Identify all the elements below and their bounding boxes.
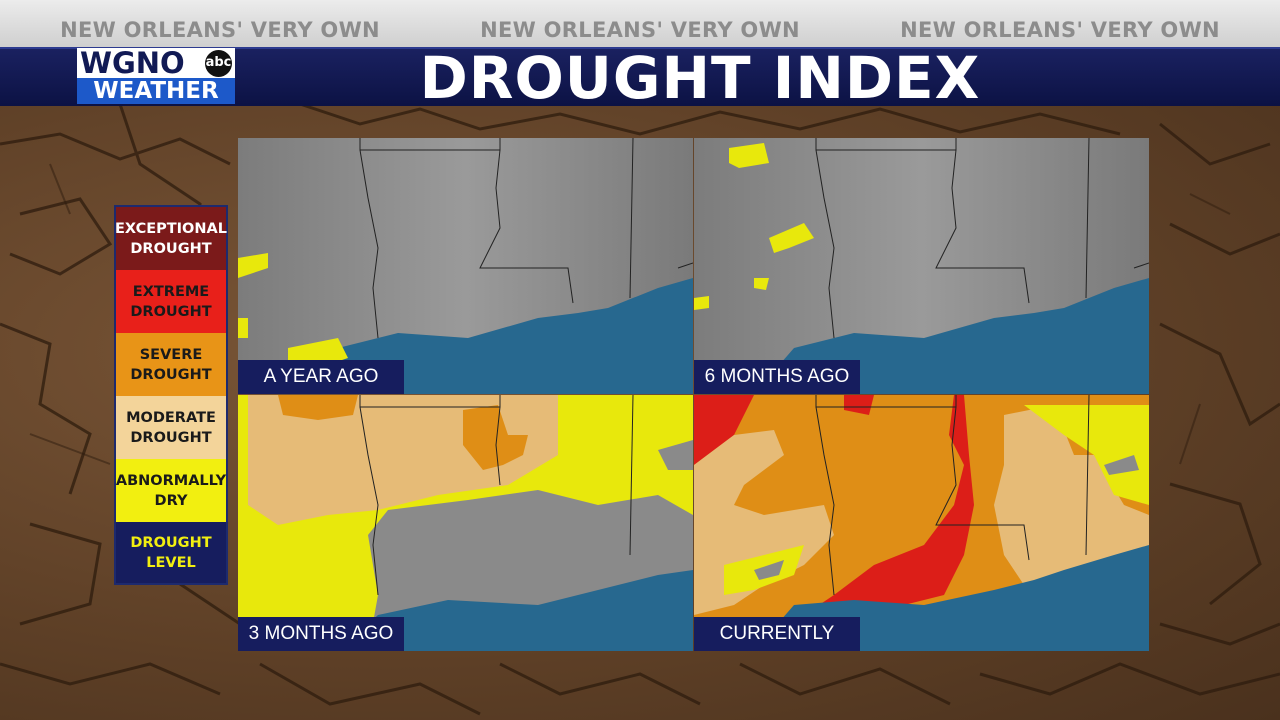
network-logo-icon: abc (205, 50, 232, 77)
legend-item-extreme: EXTREME DROUGHT (116, 270, 226, 333)
map-panel-6-months-ago: 6 MONTHS AGO (694, 138, 1149, 394)
map-panel-year-ago: A YEAR AGO (238, 138, 693, 394)
legend-label: EXCEPTIONAL (115, 220, 227, 237)
logo-subtitle: WEATHER (77, 78, 235, 104)
tagline: NEW ORLEANS' VERY OWN (60, 18, 380, 42)
legend-label: DROUGHT (130, 240, 212, 257)
legend-label: ABNORMALLY (115, 472, 227, 489)
legend-label: DROUGHT (130, 534, 212, 551)
legend-item-drought-level: DROUGHT LEVEL (116, 522, 226, 583)
tagline: NEW ORLEANS' VERY OWN (900, 18, 1220, 42)
panel-label: CURRENTLY (694, 617, 860, 651)
legend-label: DROUGHT (130, 429, 212, 446)
legend-label: LEVEL (146, 554, 196, 571)
legend-item-moderate: MODERATE DROUGHT (116, 396, 226, 459)
panel-label: 6 MONTHS AGO (694, 360, 860, 394)
page-title: DROUGHT INDEX (419, 44, 981, 112)
tagline: NEW ORLEANS' VERY OWN (480, 18, 800, 42)
legend-label: DROUGHT (130, 303, 212, 320)
tagline-strip: NEW ORLEANS' VERY OWN NEW ORLEANS' VERY … (0, 0, 1280, 47)
legend-item-abnormally-dry: ABNORMALLY DRY (116, 459, 226, 522)
legend-label: SEVERE (139, 346, 203, 363)
panel-label: A YEAR AGO (238, 360, 404, 394)
map-panel-currently: CURRENTLY (694, 395, 1149, 651)
legend-item-exceptional: EXCEPTIONAL DROUGHT (115, 207, 227, 270)
legend-item-severe: SEVERE DROUGHT (116, 333, 226, 396)
map-panel-3-months-ago: 3 MONTHS AGO (238, 395, 693, 651)
legend-label: DROUGHT (130, 366, 212, 383)
legend-label: EXTREME (132, 283, 210, 300)
station-logo: WGNO abc WEATHER (77, 48, 235, 104)
legend-label: MODERATE (126, 409, 216, 426)
legend-label: DRY (154, 492, 188, 509)
drought-legend: EXCEPTIONAL DROUGHT EXTREME DROUGHT SEVERE… (114, 205, 228, 585)
panel-label: 3 MONTHS AGO (238, 617, 404, 651)
